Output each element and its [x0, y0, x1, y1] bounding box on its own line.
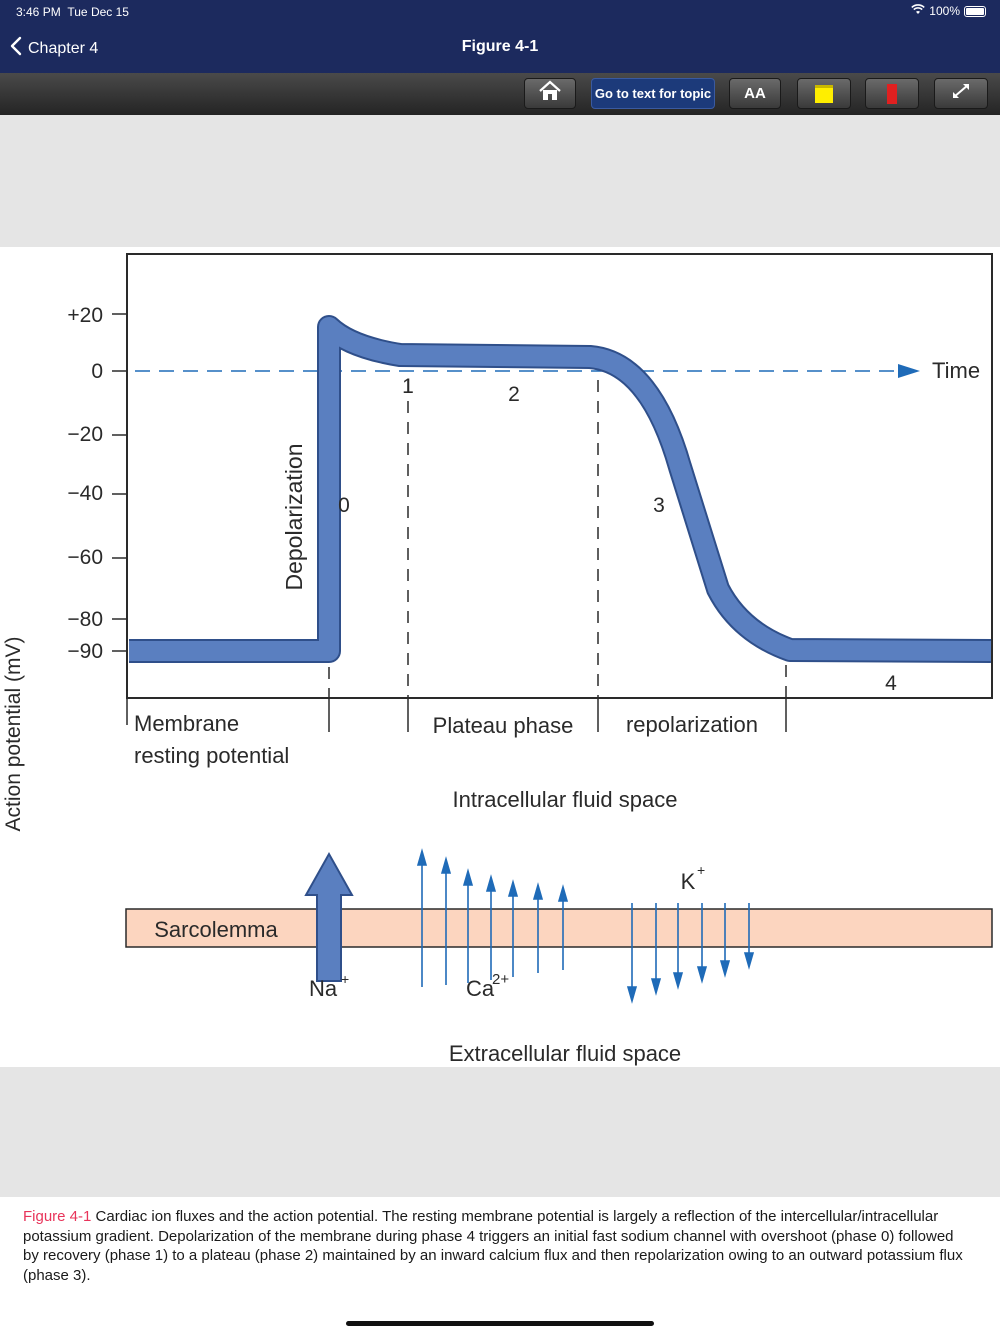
back-button[interactable]: Chapter 4: [10, 36, 98, 61]
sarcolemma-label: Sarcolemma: [154, 917, 278, 942]
phase-label: 4: [885, 672, 897, 695]
time-arrow-icon: [898, 364, 920, 378]
extracellular-label: Extracellular fluid space: [449, 1041, 681, 1066]
phase-dividers: [328, 380, 787, 697]
expand-icon: [949, 81, 973, 106]
y-tick-label: −60: [67, 546, 103, 569]
membrane-label: Membrane: [134, 711, 239, 736]
wifi-icon: [911, 4, 926, 18]
repolarization-label: repolarization: [626, 712, 758, 737]
depolarization-label: Depolarization: [281, 443, 307, 590]
y-tick-label: −90: [67, 640, 103, 663]
page-title: Figure 4-1: [461, 38, 539, 55]
font-size-button[interactable]: AA: [729, 78, 781, 109]
status-bar: 3:46 PM Tue Dec 15 100%: [0, 0, 1000, 25]
status-time: 3:46 PM Tue Dec 15: [16, 5, 129, 19]
home-button[interactable]: [524, 78, 576, 109]
battery-percent: 100%: [929, 4, 960, 18]
font-size-label: AA: [744, 85, 766, 102]
sarcolemma-band: [125, 908, 993, 948]
plot-frame: [126, 253, 993, 699]
chevron-left-icon: [10, 36, 22, 61]
bookmark-button[interactable]: [865, 78, 919, 109]
phase-label: 2: [508, 383, 520, 406]
y-tick-label: −20: [67, 423, 103, 446]
y-tick-label: 0: [91, 360, 103, 383]
sodium-arrow-icon: [304, 851, 354, 982]
sodium-label: Na: [309, 976, 338, 1001]
potassium-label: K: [681, 869, 696, 894]
toolbar: Go to text for topic AA: [0, 73, 1000, 115]
y-tick-label: +20: [67, 304, 103, 327]
home-icon: [538, 80, 562, 107]
action-potential-curve: [129, 317, 992, 661]
note-icon: [815, 84, 833, 103]
figure-panel: Action potential (mV) +20 0 −20 −40 −60 …: [0, 247, 1000, 1067]
home-indicator[interactable]: [346, 1321, 654, 1326]
section-dividers: [126, 698, 787, 732]
caption-text: Cardiac ion fluxes and the action potent…: [23, 1208, 963, 1284]
intracellular-label: Intracellular fluid space: [452, 787, 677, 812]
time-label: Time: [932, 358, 980, 383]
battery-icon: [964, 5, 986, 17]
resting-potential-label: resting potential: [134, 743, 289, 768]
action-potential-curve-outline: [129, 315, 992, 663]
status-right: 100%: [911, 4, 986, 18]
caption-panel: Figure 4-1 Cardiac ion fluxes and the ac…: [0, 1197, 1000, 1334]
potassium-arrows: [626, 903, 755, 1004]
caption-label: Figure 4-1: [23, 1208, 92, 1225]
sodium-charge: +: [341, 971, 349, 987]
back-label: Chapter 4: [28, 39, 99, 57]
phase-label: 0: [338, 494, 350, 517]
calcium-label: Ca: [466, 976, 495, 1001]
action-potential-figure: Action potential (mV) +20 0 −20 −40 −60 …: [2, 253, 993, 1066]
potassium-charge: +: [697, 862, 705, 878]
y-axis-label: Action potential (mV): [2, 637, 25, 832]
plateau-phase-label: Plateau phase: [433, 713, 574, 738]
nav-bar: Chapter 4 Figure 4-1: [0, 25, 1000, 73]
go-to-text-button[interactable]: Go to text for topic: [591, 78, 715, 109]
highlight-button[interactable]: [797, 78, 851, 109]
bookmark-icon: [887, 83, 897, 104]
y-tick-marks: [112, 313, 127, 652]
expand-button[interactable]: [934, 78, 988, 109]
y-tick-label: −80: [67, 608, 103, 631]
calcium-arrows: [416, 848, 569, 987]
calcium-charge: 2+: [492, 971, 509, 988]
figure-caption: Figure 4-1 Cardiac ion fluxes and the ac…: [23, 1207, 973, 1285]
y-tick-label: −40: [67, 482, 103, 505]
phase-label: 1: [402, 375, 414, 398]
phase-label: 3: [653, 494, 665, 517]
